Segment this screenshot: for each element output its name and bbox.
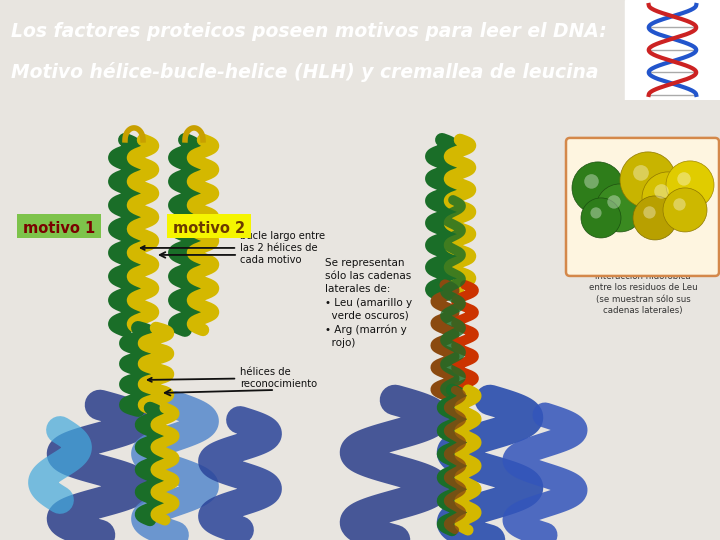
Circle shape — [673, 198, 685, 211]
Text: Motivo hélice-bucle-helice (HLH) y cremallea de leucina: Motivo hélice-bucle-helice (HLH) y crema… — [11, 62, 598, 82]
Text: interacción hidofóbica
entre los residuos de Leu
(se muestran sólo sus
cadenas l: interacción hidofóbica entre los residuo… — [589, 272, 697, 315]
Text: motivo 2: motivo 2 — [173, 221, 245, 237]
Circle shape — [666, 161, 714, 209]
Circle shape — [584, 174, 599, 188]
Circle shape — [607, 195, 621, 208]
Circle shape — [633, 165, 649, 181]
Circle shape — [620, 152, 676, 208]
Text: Se representan
sólo las cadenas
laterales de:
• Leu (amarillo y
  verde oscuros): Se representan sólo las cadenas laterale… — [325, 258, 412, 348]
Circle shape — [642, 172, 694, 224]
Circle shape — [581, 198, 621, 238]
Circle shape — [644, 206, 656, 219]
Text: Los factores proteicos poseen motivos para leer el DNA:: Los factores proteicos poseen motivos pa… — [11, 22, 606, 41]
Text: motivo 1: motivo 1 — [23, 221, 95, 237]
Circle shape — [633, 196, 677, 240]
Text: bucle largo entre
las 2 hélices de
cada motivo: bucle largo entre las 2 hélices de cada … — [141, 231, 325, 265]
FancyBboxPatch shape — [167, 214, 251, 238]
FancyBboxPatch shape — [17, 214, 101, 238]
Circle shape — [572, 162, 624, 214]
FancyBboxPatch shape — [566, 138, 719, 276]
Circle shape — [590, 207, 602, 219]
Circle shape — [663, 188, 707, 232]
Circle shape — [654, 184, 669, 199]
Circle shape — [678, 172, 690, 186]
Circle shape — [596, 184, 644, 232]
Bar — [625, 0, 720, 100]
Text: hélices de
reconocimiento: hélices de reconocimiento — [148, 367, 317, 389]
